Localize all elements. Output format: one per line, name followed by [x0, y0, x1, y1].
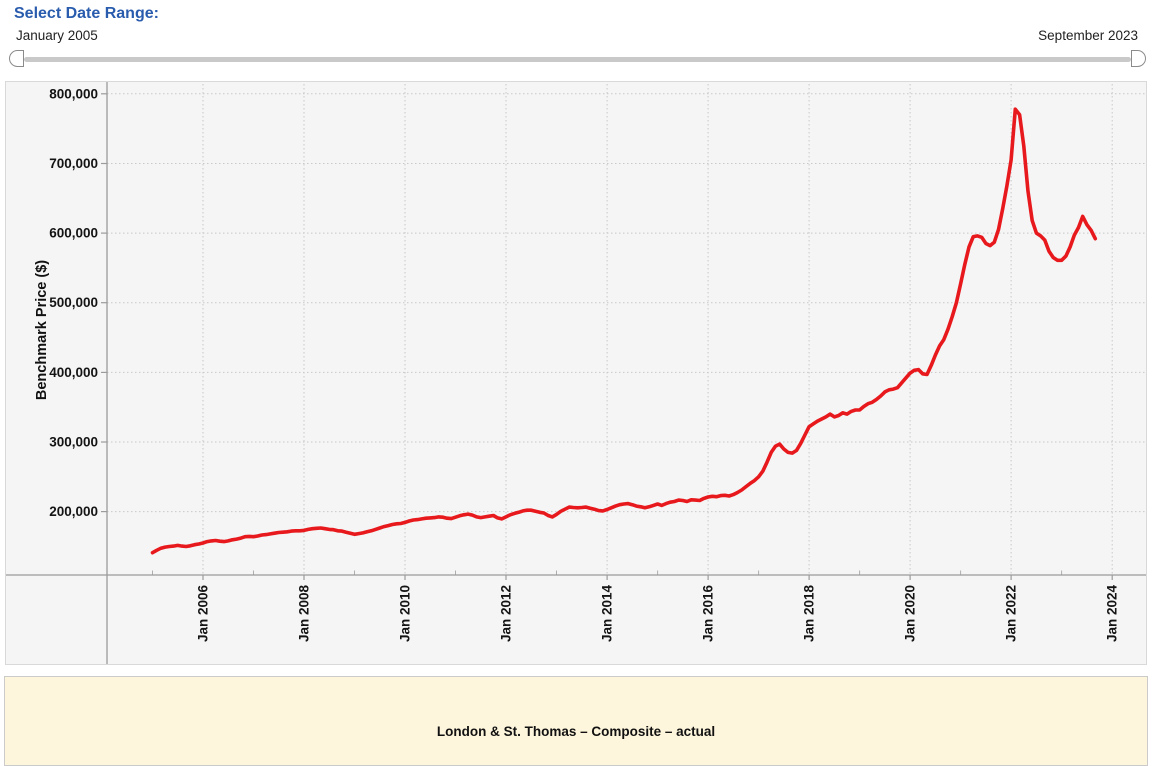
price-line: [150, 107, 1098, 555]
x-tick-label: Jan 2006: [196, 585, 211, 643]
x-tick-label: Jan 2022: [1004, 585, 1019, 642]
y-tick-label: 400,000: [49, 365, 98, 380]
benchmark-price-chart: 200,000 300,000 400,000 500,000 600,000 700,0…: [5, 81, 1147, 665]
date-range-title: Select Date Range:: [14, 5, 159, 22]
series-legend-label: London & St. Thomas – Composite – actual: [436, 724, 716, 739]
x-tick-label: Jan 2010: [398, 585, 413, 642]
range-end-label: September 2023: [1038, 28, 1138, 43]
y-tick-label: 200,000: [49, 504, 98, 519]
series-legend: London & St. Thomas – Composite – actual: [4, 676, 1148, 766]
y-tick-label: 800,000: [49, 86, 98, 101]
slider-handle-end[interactable]: [1131, 50, 1146, 67]
x-tick-label: Jan 2024: [1105, 585, 1120, 643]
x-tick-label: Jan 2014: [600, 585, 615, 643]
y-tick-label: 500,000: [49, 295, 98, 310]
x-tick-label: Jan 2016: [701, 585, 716, 643]
y-tick-label: 700,000: [49, 156, 98, 171]
slider-handle-start[interactable]: [9, 50, 24, 67]
x-tick-label: Jan 2012: [499, 585, 514, 642]
y-tick-label: 600,000: [49, 226, 98, 241]
x-tick-label: Jan 2018: [802, 585, 817, 643]
y-axis-title: Benchmark Price ($): [34, 260, 50, 400]
y-tick-label: 300,000: [49, 435, 98, 450]
range-start-label: January 2005: [16, 28, 98, 43]
x-tick-label: Jan 2020: [903, 585, 918, 642]
x-tick-label: Jan 2008: [297, 585, 312, 643]
date-range-slider-track[interactable]: [24, 57, 1131, 62]
chart-canvas: 200,000 300,000 400,000 500,000 600,000 700,0…: [6, 82, 1146, 664]
